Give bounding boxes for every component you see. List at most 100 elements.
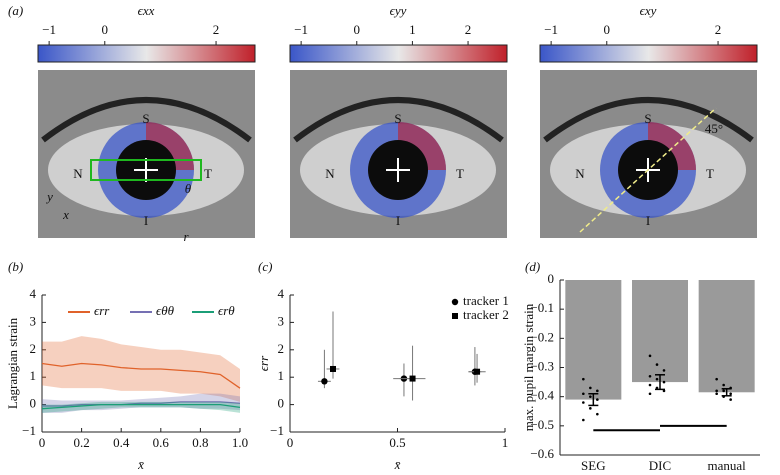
y-tick-label: 2 (30, 341, 37, 356)
legend-label: ϵθθ (156, 303, 175, 318)
eyelashes (41, 97, 252, 143)
x-tick-label: 0 (287, 435, 294, 450)
point (648, 383, 652, 387)
eye-annotation: I (646, 213, 650, 228)
point (729, 386, 732, 390)
colorbar-title: ϵxy (640, 3, 657, 18)
point (662, 389, 666, 393)
panel-label: (c) (258, 259, 272, 274)
point (722, 383, 725, 387)
eyelashes (543, 97, 754, 143)
y-tick-label: −0.1 (530, 300, 554, 315)
colorbar-title: ϵyy (390, 3, 407, 18)
point (321, 378, 328, 385)
colorbar-tick-label: 2 (213, 22, 220, 37)
y-tick-label: 0 (548, 271, 555, 286)
point (648, 392, 652, 396)
x-tick-label: 0.5 (389, 435, 405, 450)
point (729, 392, 732, 396)
eye-annotation: N (325, 166, 335, 181)
bar (698, 280, 755, 393)
eyelashes (293, 97, 504, 143)
point (655, 377, 659, 381)
eye-annotation: I (144, 213, 148, 228)
x-tick-label: 1 (502, 435, 509, 450)
eye-annotation: x (62, 207, 69, 222)
x-tick-label: 1.0 (232, 435, 248, 450)
colorbar (539, 44, 758, 63)
line (41, 362, 241, 389)
legend-marker (451, 298, 459, 306)
colorbar (289, 44, 508, 63)
point (655, 363, 659, 366)
point (722, 389, 725, 393)
colorbar-tick-label: 0 (604, 22, 611, 37)
y-tick-label: 1 (30, 368, 37, 383)
point (655, 386, 659, 390)
x-tick-label: manual (708, 458, 747, 473)
point (662, 369, 666, 372)
eye-annotation: S (142, 111, 149, 126)
y-tick-label: −0.3 (530, 358, 554, 373)
point (589, 407, 592, 410)
y-tick-label: −1 (22, 423, 36, 438)
legend-marker (452, 313, 458, 319)
point (715, 389, 718, 393)
point (596, 412, 599, 416)
line (42, 401, 241, 407)
point (589, 386, 592, 390)
line (41, 403, 241, 410)
y-tick-label: −0.4 (530, 388, 554, 403)
y-tick-label: 4 (278, 286, 285, 301)
x-tick-label: 0.8 (192, 435, 208, 450)
point (715, 392, 718, 396)
panel-label: (a) (8, 3, 23, 18)
y-axis-label: Lagrangian strain (5, 317, 20, 409)
point (722, 395, 725, 398)
panel-label: (d) (525, 259, 540, 274)
y-tick-label: 3 (278, 313, 285, 328)
eye-annotation: T (706, 166, 714, 181)
colorbar-tick-label: −1 (544, 22, 558, 37)
point (582, 392, 585, 396)
panel-label: (b) (8, 259, 23, 274)
y-tick-label: 4 (30, 286, 37, 301)
x-tick-label: 0.6 (153, 435, 170, 450)
eye-annotation: I (396, 213, 400, 228)
point (715, 377, 718, 381)
colorbar-tick-label: −1 (294, 22, 308, 37)
point (648, 354, 652, 358)
colorbar-tick-label: −1 (42, 22, 56, 37)
y-tick-label: 1 (278, 368, 285, 383)
point (474, 368, 481, 375)
point (596, 389, 599, 393)
eye-annotation: S (644, 111, 651, 126)
colorbar-tick-label: 0 (354, 22, 361, 37)
colorbar (37, 44, 256, 63)
roi-box (90, 159, 202, 181)
y-tick-label: 0 (278, 396, 285, 411)
y-axis-label: ϵrr (256, 355, 271, 371)
eye-annotation: N (73, 166, 83, 181)
colorbar-tick-label: 2 (715, 22, 722, 37)
legend-label: ϵrθ (218, 303, 235, 318)
y-axis-label: max. pupil margin strain (521, 303, 536, 431)
x-tick-label: 0.4 (113, 435, 130, 450)
point (582, 418, 585, 422)
bar (632, 280, 688, 383)
eye-annotation: y (45, 189, 53, 204)
eye-annotation: N (575, 166, 585, 181)
point (409, 375, 416, 382)
point (729, 398, 732, 401)
point (330, 365, 336, 372)
legend-label: tracker 1 (463, 293, 509, 308)
eye-annotation: 45° (705, 121, 723, 136)
eye-annotation: r (183, 229, 189, 244)
point (589, 395, 592, 398)
diag (579, 107, 717, 233)
y-tick-label: −0.2 (530, 329, 554, 344)
eye-annotation: θ (185, 181, 192, 196)
legend-label: tracker 2 (463, 307, 509, 322)
point (596, 398, 599, 401)
